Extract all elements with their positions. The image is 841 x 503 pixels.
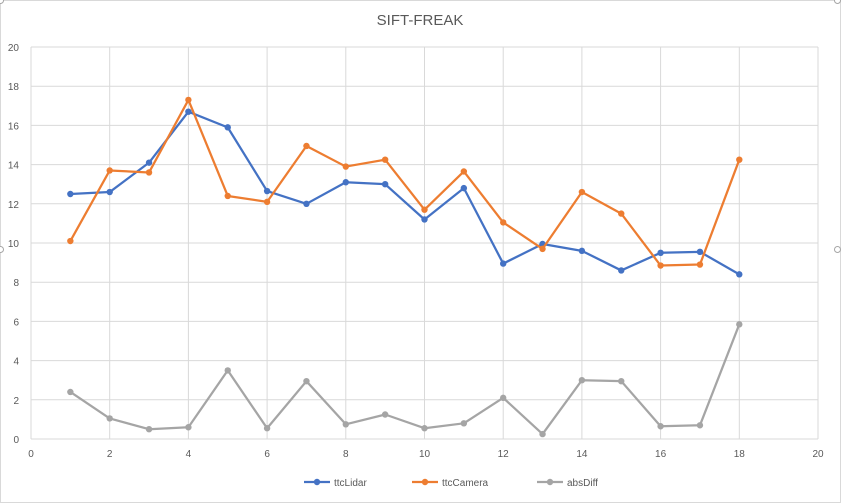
data-point-absDiff[interactable] <box>539 430 546 438</box>
data-point-ttcCamera[interactable] <box>696 261 704 268</box>
legend-label: ttcLidar <box>334 478 367 489</box>
data-point-ttcCamera[interactable] <box>342 163 349 170</box>
data-point-ttcLidar[interactable] <box>696 248 704 256</box>
data-point-absDiff[interactable] <box>421 425 428 432</box>
legend-swatch-marker <box>421 478 429 486</box>
data-point-absDiff[interactable] <box>618 377 625 385</box>
data-point-ttcLidar[interactable] <box>381 181 389 188</box>
data-point-ttcCamera[interactable] <box>303 142 310 150</box>
x-tick-label: 0 <box>28 449 34 460</box>
legend[interactable]: ttcLidar ttcCamera absDiff <box>304 478 598 489</box>
data-point-absDiff[interactable] <box>145 426 153 433</box>
data-point-ttcLidar[interactable] <box>618 267 625 274</box>
series-line-absDiff[interactable] <box>69 323 741 436</box>
x-tick-label: 18 <box>734 449 746 460</box>
data-point-ttcCamera[interactable] <box>736 156 743 163</box>
series-layer <box>67 96 743 438</box>
data-point-ttcLidar[interactable] <box>185 108 192 115</box>
data-point-absDiff[interactable] <box>657 423 664 430</box>
data-point-absDiff[interactable] <box>185 424 192 431</box>
x-tick-label: 14 <box>576 449 588 460</box>
data-point-ttcLidar[interactable] <box>736 271 743 278</box>
data-point-absDiff[interactable] <box>106 415 113 422</box>
chart-title: SIFT-FREAK <box>377 12 464 29</box>
legend-label: absDiff <box>567 478 598 489</box>
y-tick-label: 2 <box>13 396 19 407</box>
data-point-ttcLidar[interactable] <box>500 260 507 267</box>
y-tick-label: 16 <box>8 121 20 132</box>
data-point-absDiff[interactable] <box>67 388 74 396</box>
legend-label: ttcCamera <box>442 478 489 489</box>
data-point-ttcLidar[interactable] <box>657 249 664 256</box>
data-point-absDiff[interactable] <box>303 377 310 385</box>
data-point-absDiff[interactable] <box>736 321 743 328</box>
y-tick-label: 12 <box>8 200 20 211</box>
y-tick-label: 6 <box>13 317 19 328</box>
data-point-ttcCamera[interactable] <box>263 198 271 206</box>
data-point-ttcLidar[interactable] <box>67 190 74 198</box>
series-absDiff[interactable] <box>67 321 743 438</box>
y-tick-label: 8 <box>13 278 19 289</box>
data-point-absDiff[interactable] <box>263 425 271 432</box>
x-tick-label: 2 <box>107 449 113 460</box>
data-point-ttcCamera[interactable] <box>224 192 231 200</box>
data-point-ttcLidar[interactable] <box>145 159 153 166</box>
series-line-ttcCamera[interactable] <box>69 98 741 267</box>
legend-swatch-marker <box>313 478 321 486</box>
data-point-ttcCamera[interactable] <box>185 96 192 104</box>
y-tick-label: 20 <box>8 43 20 54</box>
x-tick-label: 12 <box>498 449 510 460</box>
y-tick-label: 18 <box>8 82 20 93</box>
series-ttcCamera[interactable] <box>67 96 743 269</box>
y-tick-label: 10 <box>8 239 20 250</box>
data-point-ttcLidar[interactable] <box>303 200 310 207</box>
legend-entry-absDiff[interactable]: absDiff <box>537 478 598 489</box>
data-point-ttcCamera[interactable] <box>500 219 507 226</box>
data-point-ttcLidar[interactable] <box>263 187 271 195</box>
legend-entry-ttcCamera[interactable]: ttcCamera <box>412 478 489 489</box>
data-point-ttcCamera[interactable] <box>106 167 113 174</box>
y-tick-label: 4 <box>13 357 19 368</box>
data-point-ttcCamera[interactable] <box>618 210 625 217</box>
data-point-ttcCamera[interactable] <box>381 156 389 163</box>
y-tick-label: 14 <box>8 161 20 172</box>
resize-handle-middle-left[interactable] <box>0 246 4 253</box>
data-point-ttcLidar[interactable] <box>421 216 428 223</box>
series-ttcLidar[interactable] <box>67 108 743 278</box>
x-tick-label: 8 <box>343 449 349 460</box>
data-point-ttcLidar[interactable] <box>342 179 349 186</box>
gridlines <box>30 46 819 440</box>
y-tick-label: 0 <box>13 435 19 446</box>
legend-swatch-marker <box>546 478 554 486</box>
x-tick-label: 20 <box>812 449 824 460</box>
data-point-absDiff[interactable] <box>460 420 468 427</box>
data-point-ttcCamera[interactable] <box>145 169 153 176</box>
data-point-absDiff[interactable] <box>342 421 349 428</box>
data-point-ttcLidar[interactable] <box>106 188 113 196</box>
resize-handle-top-left[interactable] <box>0 0 4 4</box>
series-line-ttcLidar[interactable] <box>70 110 740 276</box>
data-point-ttcCamera[interactable] <box>460 168 468 175</box>
x-tick-label: 10 <box>419 449 431 460</box>
data-point-absDiff[interactable] <box>578 377 586 384</box>
data-point-ttcCamera[interactable] <box>421 206 428 213</box>
legend-entry-ttcLidar[interactable]: ttcLidar <box>304 478 367 489</box>
data-point-ttcCamera[interactable] <box>67 237 74 245</box>
data-point-absDiff[interactable] <box>381 411 389 418</box>
data-point-ttcCamera[interactable] <box>578 188 586 196</box>
x-tick-label: 16 <box>655 449 667 460</box>
data-point-absDiff[interactable] <box>224 367 231 374</box>
data-point-ttcLidar[interactable] <box>578 247 586 255</box>
data-point-ttcLidar[interactable] <box>460 184 468 192</box>
x-tick-label: 4 <box>186 449 192 460</box>
data-point-absDiff[interactable] <box>696 422 704 429</box>
x-tick-label: 6 <box>264 449 270 460</box>
y-axis-tick-labels: 0 2 4 6 8 10 12 14 16 18 20 <box>8 43 20 446</box>
data-point-absDiff[interactable] <box>500 394 507 402</box>
x-axis-tick-labels: 0 2 4 6 8 10 12 14 16 18 20 <box>28 449 824 460</box>
data-point-ttcCamera[interactable] <box>539 245 546 253</box>
data-point-ttcCamera[interactable] <box>657 262 664 269</box>
data-point-ttcLidar[interactable] <box>224 124 231 131</box>
